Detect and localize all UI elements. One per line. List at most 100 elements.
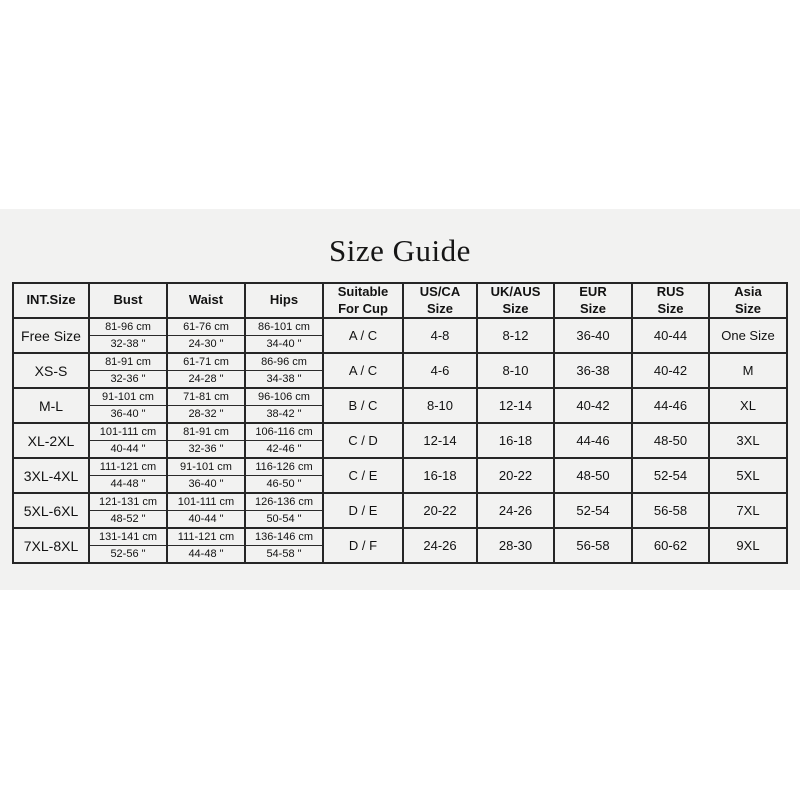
us-ca-cell: 8-10 [402, 387, 478, 424]
waist-cm-cell: 61-76 cm [166, 317, 246, 336]
hips-in-cell: 46-50 " [244, 475, 324, 494]
waist-cm-cell: 91-101 cm [166, 457, 246, 476]
header-asia: Asia Size [708, 282, 788, 319]
int-size-cell: XS-S [12, 352, 90, 389]
asia-cell: 3XL [708, 422, 788, 459]
rus-cell: 40-42 [631, 352, 710, 389]
asia-cell: XL [708, 387, 788, 424]
uk-aus-cell: 24-26 [476, 492, 555, 529]
waist-in-cell: 28-32 " [166, 405, 246, 424]
size-row-inches: 32-36 " 24-28 " 34-38 " [13, 370, 787, 389]
waist-in-cell: 24-30 " [166, 335, 246, 354]
waist-cm-cell: 71-81 cm [166, 387, 246, 406]
header-eur: EUR Size [553, 282, 633, 319]
rus-cell: 52-54 [631, 457, 710, 494]
uk-aus-cell: 12-14 [476, 387, 555, 424]
eur-cell: 48-50 [553, 457, 633, 494]
us-ca-cell: 4-6 [402, 352, 478, 389]
bust-in-cell: 36-40 " [88, 405, 168, 424]
size-row: 3XL-4XL 111-121 cm 91-101 cm 116-126 cm C / … [12, 457, 788, 494]
hips-in-cell: 38-42 " [244, 405, 324, 424]
hips-in-cell: 42-46 " [244, 440, 324, 459]
hips-in-cell: 54-58 " [244, 545, 324, 564]
header-waist: Waist [166, 282, 246, 319]
int-size-cell: M-L [12, 387, 90, 424]
rus-cell: 48-50 [631, 422, 710, 459]
hips-cm-cell: 96-106 cm [244, 387, 324, 406]
eur-cell: 36-40 [553, 317, 633, 354]
cup-cell: A / C [322, 352, 404, 389]
hips-in-cell: 34-38 " [244, 370, 324, 389]
size-row: XS-S 81-91 cm 61-71 cm 86-96 cm A / C 4-6 8-10… [12, 352, 788, 389]
asia-cell: One Size [708, 317, 788, 354]
waist-cm-cell: 111-121 cm [166, 527, 246, 546]
header-hips: Hips [244, 282, 324, 319]
bust-in-cell: 48-52 " [88, 510, 168, 529]
hips-in-cell: 50-54 " [244, 510, 324, 529]
bust-cm-cell: 111-121 cm [88, 457, 168, 476]
waist-in-cell: 32-36 " [166, 440, 246, 459]
waist-in-cell: 36-40 " [166, 475, 246, 494]
int-size-cell: 5XL-6XL [12, 492, 90, 529]
cup-cell: C / D [322, 422, 404, 459]
size-row: 7XL-8XL 131-141 cm 111-121 cm 136-146 cm D /… [12, 527, 788, 564]
bust-cm-cell: 81-91 cm [88, 352, 168, 371]
rus-cell: 44-46 [631, 387, 710, 424]
asia-cell: 5XL [708, 457, 788, 494]
cup-cell: D / F [322, 527, 404, 564]
asia-cell: 9XL [708, 527, 788, 564]
eur-cell: 56-58 [553, 527, 633, 564]
cup-cell: C / E [322, 457, 404, 494]
header-cup: Suitable For Cup [322, 282, 404, 319]
uk-aus-cell: 28-30 [476, 527, 555, 564]
bust-cm-cell: 131-141 cm [88, 527, 168, 546]
us-ca-cell: 12-14 [402, 422, 478, 459]
size-row: 5XL-6XL 121-131 cm 101-111 cm 126-136 cm D /… [12, 492, 788, 529]
header-uk-aus: UK/AUS Size [476, 282, 555, 319]
rus-cell: 60-62 [631, 527, 710, 564]
uk-aus-cell: 20-22 [476, 457, 555, 494]
hips-cm-cell: 126-136 cm [244, 492, 324, 511]
int-size-cell: 3XL-4XL [12, 457, 90, 494]
us-ca-cell: 4-8 [402, 317, 478, 354]
uk-aus-cell: 8-10 [476, 352, 555, 389]
hips-in-cell: 34-40 " [244, 335, 324, 354]
uk-aus-cell: 16-18 [476, 422, 555, 459]
bust-in-cell: 52-56 " [88, 545, 168, 564]
page-title: Size Guide [329, 233, 471, 268]
eur-cell: 40-42 [553, 387, 633, 424]
hips-cm-cell: 106-116 cm [244, 422, 324, 441]
table-header-row: INT.Size Bust Waist Hips Suitable For Cu… [12, 282, 788, 319]
size-guide-table: INT.Size Bust Waist Hips Suitable For Cu… [12, 282, 788, 564]
hips-cm-cell: 136-146 cm [244, 527, 324, 546]
uk-aus-cell: 8-12 [476, 317, 555, 354]
int-size-cell: XL-2XL [12, 422, 90, 459]
rus-cell: 40-44 [631, 317, 710, 354]
cup-cell: B / C [322, 387, 404, 424]
header-us-ca: US/CA Size [402, 282, 478, 319]
us-ca-cell: 20-22 [402, 492, 478, 529]
header-rus: RUS Size [631, 282, 710, 319]
waist-in-cell: 40-44 " [166, 510, 246, 529]
waist-in-cell: 24-28 " [166, 370, 246, 389]
us-ca-cell: 16-18 [402, 457, 478, 494]
size-row-inches: 48-52 " 40-44 " 50-54 " [13, 510, 787, 529]
size-row-inches: 52-56 " 44-48 " 54-58 " [13, 545, 787, 564]
bust-cm-cell: 81-96 cm [88, 317, 168, 336]
int-size-cell: 7XL-8XL [12, 527, 90, 564]
hips-cm-cell: 116-126 cm [244, 457, 324, 476]
bust-in-cell: 40-44 " [88, 440, 168, 459]
bust-cm-cell: 121-131 cm [88, 492, 168, 511]
eur-cell: 36-38 [553, 352, 633, 389]
size-row: M-L 91-101 cm 71-81 cm 96-106 cm B / C 8-10 12… [12, 387, 788, 424]
bust-cm-cell: 101-111 cm [88, 422, 168, 441]
bust-in-cell: 32-36 " [88, 370, 168, 389]
waist-in-cell: 44-48 " [166, 545, 246, 564]
eur-cell: 52-54 [553, 492, 633, 529]
hips-cm-cell: 86-101 cm [244, 317, 324, 336]
eur-cell: 44-46 [553, 422, 633, 459]
hips-cm-cell: 86-96 cm [244, 352, 324, 371]
